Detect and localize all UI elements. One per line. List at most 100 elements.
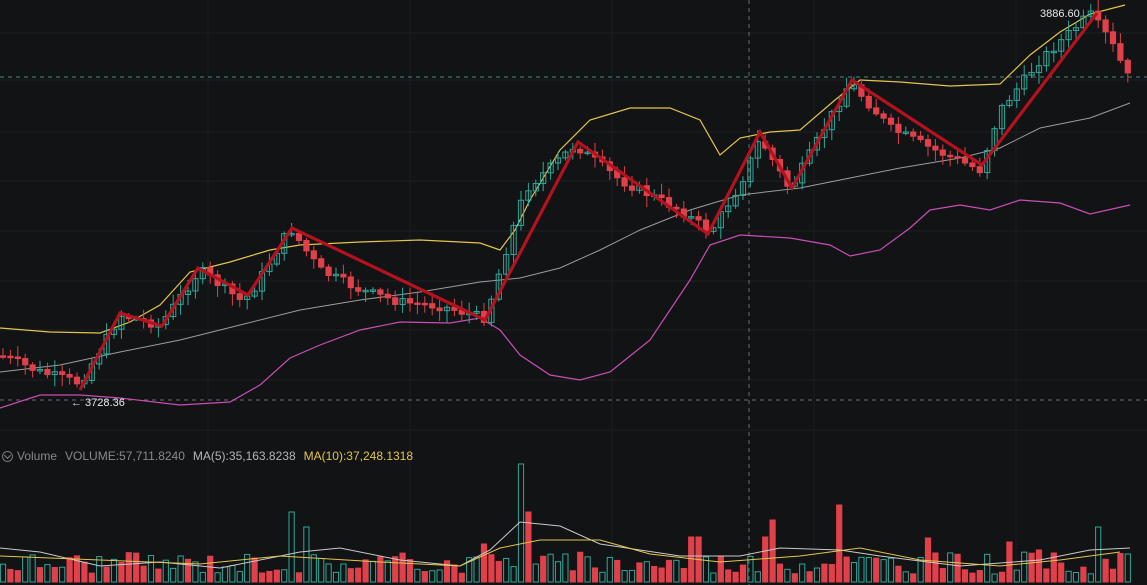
candle-body [1072, 27, 1080, 32]
volume-bar [1124, 553, 1131, 583]
volume-ma10-line [0, 539, 1121, 567]
volume-bar [606, 556, 613, 583]
volume-bar [1065, 570, 1072, 583]
volume-bar [414, 568, 421, 583]
volume-bar [192, 561, 199, 583]
volume-ma5-value: MA(5):35,163.8238 [192, 449, 296, 463]
candle-body [695, 216, 702, 221]
volume-bar [984, 553, 991, 583]
volume-bar [821, 563, 828, 583]
volume-bar [1058, 562, 1065, 583]
volume-bar [784, 568, 791, 583]
candle-body [318, 258, 325, 268]
candle-body [503, 254, 510, 275]
candle-body [547, 162, 554, 174]
volume-bar [88, 572, 95, 583]
volume-bar [562, 553, 569, 583]
volume-bar [125, 552, 132, 583]
candle-body [66, 373, 73, 378]
volume-bar [1028, 552, 1035, 583]
candle-body [887, 117, 895, 125]
volume-bar [347, 568, 354, 583]
volume-bar [1050, 552, 1057, 583]
candle-body [924, 139, 932, 147]
volume-bar [177, 555, 184, 583]
bollinger-upper-band [0, 4, 1126, 334]
volume-bar [702, 556, 710, 583]
volume-bar [162, 559, 169, 583]
volume-bar [466, 557, 473, 583]
candle-body [1021, 74, 1028, 90]
candle-body [865, 95, 872, 109]
volume-bar [332, 571, 340, 583]
volume-bar [59, 566, 66, 583]
volume-bar [710, 572, 717, 583]
candle-body [554, 157, 562, 164]
volume-bar [1072, 571, 1080, 583]
candle-body [910, 131, 917, 137]
candle-body [29, 364, 36, 371]
volume-bar [221, 566, 229, 583]
volume-bar [1102, 558, 1109, 583]
volume-bar [873, 557, 880, 583]
volume-bar [236, 571, 243, 583]
volume-bar [910, 573, 917, 583]
candle-body [939, 149, 946, 156]
candle-body [399, 298, 406, 305]
candle-body [510, 224, 517, 256]
candle-body [355, 287, 362, 292]
volume-bar [44, 564, 51, 583]
candle-body [562, 151, 569, 159]
candle-body [584, 151, 591, 155]
candle-body [540, 172, 547, 184]
volume-bar [754, 571, 761, 583]
candle-body [162, 316, 169, 326]
volume-legend: Volume VOLUME:57,711.8240 MA(5):35,163.8… [0, 447, 413, 465]
volume-bar [762, 536, 769, 583]
volume-bar [739, 564, 747, 583]
volume-bar [540, 555, 547, 583]
candle-body [59, 371, 66, 375]
volume-bar [880, 559, 887, 583]
candle-body [532, 182, 539, 192]
volume-bar [806, 571, 813, 583]
candle-body [1050, 50, 1057, 54]
volume-bar [281, 569, 288, 583]
volume-bar [355, 567, 362, 583]
candle-body [739, 181, 747, 196]
volume-value: VOLUME:57,711.8240 [65, 449, 185, 463]
volume-bar [399, 552, 406, 583]
eye-icon[interactable] [2, 450, 13, 462]
candle-body [517, 199, 525, 226]
volume-bar [858, 556, 865, 583]
volume-bar [651, 565, 658, 583]
candle-body [443, 306, 451, 312]
volume-bar [325, 563, 332, 583]
candle-body [392, 297, 399, 305]
volume-bar [636, 562, 643, 583]
volume-bar [458, 572, 465, 583]
candle-body [436, 307, 443, 312]
candle-body [118, 315, 125, 330]
volume-bar [658, 567, 665, 583]
volume-bar [22, 556, 29, 583]
candle-body [36, 368, 44, 372]
candle-body [7, 355, 14, 359]
candle-body [1087, 10, 1094, 17]
volume-bar [532, 563, 539, 583]
volume-title: Volume [17, 449, 58, 463]
zigzag-wave-line [78, 12, 1099, 391]
volume-bar [850, 561, 858, 583]
volume-bar [1013, 569, 1020, 583]
volume-bar [836, 504, 843, 583]
candle-body [732, 194, 739, 207]
volume-bar [813, 567, 821, 583]
volume-bar [991, 573, 998, 583]
candle-body [1124, 59, 1131, 74]
volume-bar [614, 559, 621, 583]
candle-body [1102, 19, 1109, 33]
volume-bar [436, 569, 443, 583]
candle-body [473, 310, 480, 314]
volume-bar [680, 567, 687, 583]
